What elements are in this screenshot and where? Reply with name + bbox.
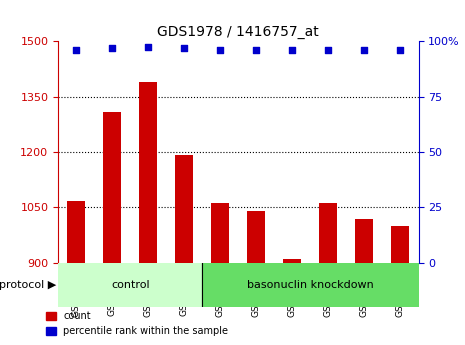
Title: GDS1978 / 1416757_at: GDS1978 / 1416757_at bbox=[158, 25, 319, 39]
Text: control: control bbox=[111, 280, 150, 290]
Bar bbox=[58, 263, 202, 307]
Point bbox=[217, 48, 224, 53]
Point bbox=[289, 48, 296, 53]
Point bbox=[180, 45, 188, 51]
Bar bbox=[211, 203, 229, 345]
Point bbox=[252, 48, 260, 53]
Point bbox=[108, 45, 116, 51]
Point bbox=[73, 48, 80, 53]
Text: basonuclin knockdown: basonuclin knockdown bbox=[247, 280, 374, 290]
Bar bbox=[319, 203, 338, 345]
Point bbox=[325, 48, 332, 53]
Bar bbox=[67, 201, 85, 345]
Point bbox=[397, 48, 404, 53]
Bar bbox=[392, 226, 410, 345]
Bar bbox=[175, 155, 193, 345]
Bar bbox=[103, 111, 121, 345]
Bar bbox=[139, 82, 157, 345]
Text: protocol ▶: protocol ▶ bbox=[0, 280, 56, 290]
Point bbox=[145, 44, 152, 50]
Bar bbox=[202, 263, 418, 307]
Bar bbox=[247, 211, 266, 345]
Legend: count, percentile rank within the sample: count, percentile rank within the sample bbox=[42, 307, 232, 340]
Bar bbox=[283, 259, 301, 345]
Bar bbox=[355, 218, 373, 345]
Point bbox=[361, 48, 368, 53]
